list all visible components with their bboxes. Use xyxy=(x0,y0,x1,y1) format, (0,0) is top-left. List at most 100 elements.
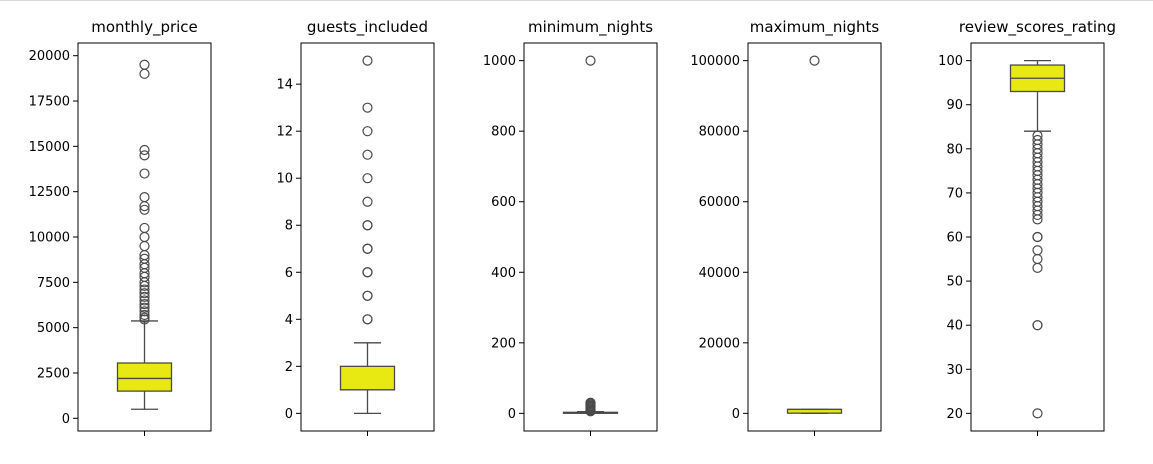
outlier-point xyxy=(139,240,150,252)
axes-frame xyxy=(77,42,212,432)
outlier-point xyxy=(362,220,373,231)
axes-frame xyxy=(300,42,435,432)
y-tick-label: 5000 xyxy=(37,321,70,336)
outlier-point xyxy=(139,314,150,325)
y-tick-label: 2 xyxy=(285,360,293,375)
y-tick-label: 10000 xyxy=(29,231,70,246)
axes-frame xyxy=(970,42,1105,432)
outlier-point xyxy=(362,173,373,184)
panel-monthly-price: monthly_price 0 2500 5000 7500 10000 12500 1500… xyxy=(29,18,212,436)
outlier-point xyxy=(139,295,150,306)
y-tick-label: 70 xyxy=(946,186,963,201)
outlier-point xyxy=(362,102,373,113)
y-tick-label: 2500 xyxy=(37,366,70,381)
panel-title: review_scores_rating xyxy=(959,18,1116,37)
outlier-point xyxy=(139,231,150,243)
outlier-point xyxy=(139,168,150,179)
outlier-point xyxy=(1032,214,1043,225)
y-tick-label: 400 xyxy=(491,266,516,281)
outlier-point xyxy=(362,196,373,207)
outlier-point xyxy=(139,222,150,234)
y-tick-label: 17500 xyxy=(29,95,70,110)
outlier-point xyxy=(1032,320,1043,331)
y-tick-label: 80 xyxy=(946,142,963,157)
outlier-point xyxy=(139,144,150,156)
panel-maximum-nights: maximum_nights 0 20000 40000 60000 80000 10000… xyxy=(690,18,882,436)
y-tick-label: 40 xyxy=(946,319,963,334)
outlier-point xyxy=(1032,245,1043,256)
y-tick-label: 4 xyxy=(285,313,293,328)
outlier-point xyxy=(139,309,150,321)
y-tick-label: 10 xyxy=(276,172,293,187)
panel-title: maximum_nights xyxy=(750,18,880,37)
outlier-point xyxy=(362,314,373,325)
outlier-point xyxy=(139,59,150,70)
iqr-box xyxy=(339,365,396,391)
y-tick-label: 40000 xyxy=(699,266,740,281)
y-tick-label: 0 xyxy=(508,407,516,422)
panel-title: guests_included xyxy=(307,18,428,37)
y-tick-label: 15000 xyxy=(29,140,70,155)
y-tick-label: 0 xyxy=(285,407,293,422)
outlier-point xyxy=(139,204,150,215)
outlier-point xyxy=(139,306,150,317)
outlier-point xyxy=(139,280,150,292)
y-tick-label: 14 xyxy=(276,78,293,93)
y-tick-label: 800 xyxy=(491,125,516,140)
outlier-point xyxy=(1032,209,1043,221)
y-tick-label: 0 xyxy=(732,407,740,422)
outlier-point xyxy=(362,243,373,254)
outlier-point xyxy=(362,126,373,137)
outlier-point xyxy=(1032,262,1043,273)
y-tick-label: 1000 xyxy=(483,54,516,69)
outlier-point xyxy=(1032,231,1043,243)
outlier-point xyxy=(139,298,150,310)
y-tick-label: 20 xyxy=(946,407,963,422)
panel-title: minimum_nights xyxy=(528,18,653,37)
y-tick-label: 20000 xyxy=(29,49,70,64)
top-divider xyxy=(0,0,1153,1)
panel-guests-included: guests_included 0 2 4 6 8 10 12 14 xyxy=(276,18,435,436)
outlier-point xyxy=(362,149,373,160)
y-tick-label: 6 xyxy=(285,266,293,281)
outlier-point xyxy=(139,150,150,161)
outlier-point xyxy=(362,290,373,301)
y-tick-label: 600 xyxy=(491,195,516,210)
y-tick-label: 7500 xyxy=(37,276,70,291)
outlier-point xyxy=(1032,253,1043,265)
y-tick-label: 100000 xyxy=(690,54,740,69)
outlier-point xyxy=(139,201,150,212)
axes-frame xyxy=(747,42,882,432)
y-tick-label: 60000 xyxy=(699,195,740,210)
outlier-point xyxy=(1032,408,1043,419)
y-tick-label: 12 xyxy=(276,125,293,140)
outlier-point xyxy=(139,284,150,295)
outlier-point xyxy=(585,55,596,66)
y-tick-label: 20000 xyxy=(699,336,740,351)
outlier-point xyxy=(139,302,150,313)
outlier-point xyxy=(139,68,150,79)
outlier-point xyxy=(585,406,596,417)
outlier-point xyxy=(362,55,373,66)
axes-frame xyxy=(523,42,658,432)
y-tick-label: 100 xyxy=(938,54,963,69)
outlier-point xyxy=(139,288,150,299)
y-tick-label: 200 xyxy=(491,336,516,351)
y-tick-label: 60 xyxy=(946,231,963,246)
y-tick-label: 50 xyxy=(946,275,963,290)
y-tick-label: 12500 xyxy=(29,185,70,200)
outlier-point xyxy=(362,267,373,278)
panel-title: monthly_price xyxy=(91,18,198,37)
y-tick-label: 80000 xyxy=(699,125,740,140)
outlier-point xyxy=(139,277,150,288)
panel-minimum-nights: minimum_nights 0 200 400 600 800 1000 xyxy=(483,18,658,436)
outlier-point xyxy=(809,55,820,66)
panel-review-scores-rating: review_scores_rating 20 30 40 50 60 70 80 90 100 xyxy=(938,18,1116,436)
y-tick-label: 30 xyxy=(946,363,963,378)
y-tick-label: 0 xyxy=(62,412,70,427)
y-tick-label: 90 xyxy=(946,98,963,113)
outlier-point xyxy=(139,291,150,302)
iqr-box xyxy=(116,362,173,392)
